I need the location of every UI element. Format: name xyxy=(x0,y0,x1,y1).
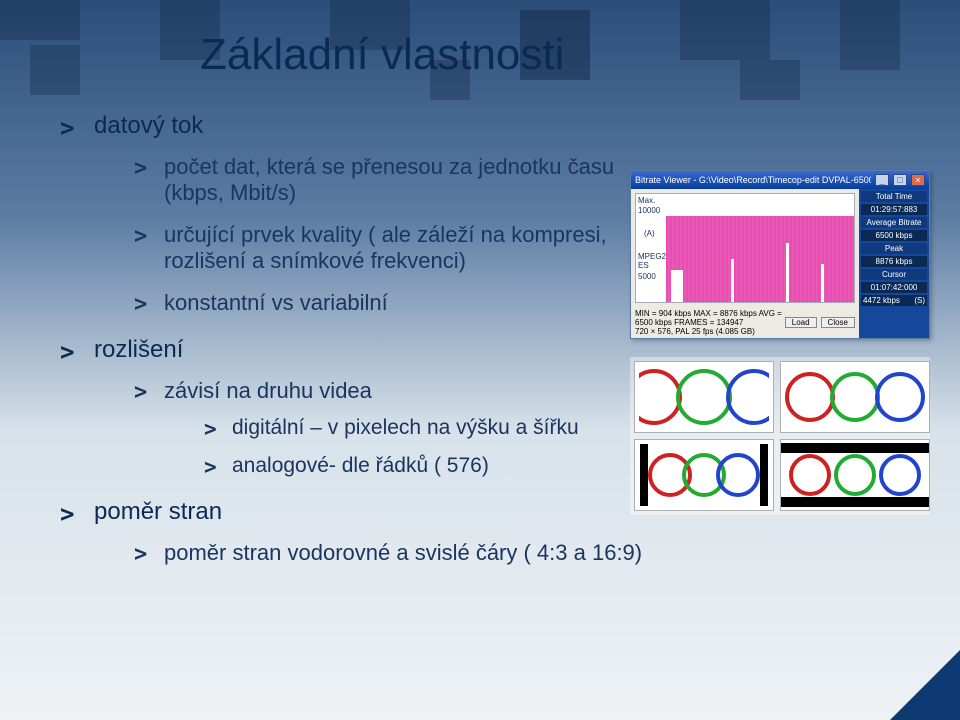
side-value: 6500 kbps xyxy=(861,230,927,241)
aspect-ratio-diagrams xyxy=(630,357,930,515)
subitem: poměr stran vodorovné a svislé čáry ( 4:… xyxy=(134,540,920,566)
subitem: počet dat, která se přenesou za jednotku… xyxy=(134,154,654,206)
circles-icon xyxy=(648,445,760,505)
circles-icon xyxy=(639,367,769,427)
side-section: Peak xyxy=(861,243,927,254)
y-label-mid: (A) xyxy=(644,229,655,238)
bitrate-side-panel: Total Time 01:29:57:883 Average Bitrate … xyxy=(859,189,929,338)
bitrate-chart: Max. 10000 (A) MPEG2 ES 5000 xyxy=(635,193,855,303)
y-label-top: 10000 xyxy=(638,206,660,215)
pillarbox-bar xyxy=(760,444,768,506)
diagram-cell xyxy=(634,361,774,433)
figure-area: Bitrate Viewer - G:\Video\Record\Timecop… xyxy=(630,170,930,515)
close-icon[interactable]: × xyxy=(911,174,925,186)
side-section: Average Bitrate xyxy=(861,217,927,228)
diagram-cell xyxy=(780,439,930,511)
side-value: 8876 kbps xyxy=(861,256,927,267)
circles-icon xyxy=(785,370,925,425)
y-label-codec: MPEG2 ES xyxy=(638,252,666,270)
status-text-2: 720 × 576, PAL 25 fps (4.085 GB) xyxy=(635,327,785,336)
letterbox-bar xyxy=(781,497,929,507)
letterbox-bar xyxy=(781,443,929,453)
status-bar: MIN = 904 kbps MAX = 8876 kbps AVG = 650… xyxy=(631,307,859,338)
corner-decoration xyxy=(890,650,960,720)
side-section: Cursor xyxy=(861,269,927,280)
y-label-max: Max. xyxy=(638,196,655,205)
side-value: 01:29:57:883 xyxy=(861,204,927,215)
side-value: 01:07:42:000 xyxy=(861,282,927,293)
status-text: MIN = 904 kbps MAX = 8876 kbps AVG = 650… xyxy=(635,309,785,327)
circles-icon xyxy=(785,453,925,497)
item-label: datový tok xyxy=(94,112,203,139)
y-label-bottom: 5000 xyxy=(638,272,656,281)
minimize-icon[interactable]: _ xyxy=(875,174,889,186)
item-label: poměr stran xyxy=(94,498,222,525)
diagram-cell xyxy=(780,361,930,433)
subitem-label: závisí na druhu videa xyxy=(164,378,372,403)
pillarbox-bar xyxy=(640,444,648,506)
subitem: konstantní vs variabilní xyxy=(134,290,654,316)
side-value: 4472 kbps (S) xyxy=(861,295,927,306)
window-titlebar: Bitrate Viewer - G:\Video\Record\Timecop… xyxy=(631,171,929,189)
close-button[interactable]: Close xyxy=(821,317,855,328)
bitrate-viewer-window: Bitrate Viewer - G:\Video\Record\Timecop… xyxy=(630,170,930,339)
side-section: Total Time xyxy=(861,191,927,202)
slide-title: Základní vlastnosti xyxy=(200,30,920,80)
diagram-cell xyxy=(634,439,774,511)
item-label: rozlišení xyxy=(94,336,183,363)
load-button[interactable]: Load xyxy=(785,317,817,328)
subitem: určující prvek kvality ( ale záleží na k… xyxy=(134,222,654,274)
window-title: Bitrate Viewer - G:\Video\Record\Timecop… xyxy=(635,175,871,185)
maximize-icon[interactable]: □ xyxy=(893,174,907,186)
